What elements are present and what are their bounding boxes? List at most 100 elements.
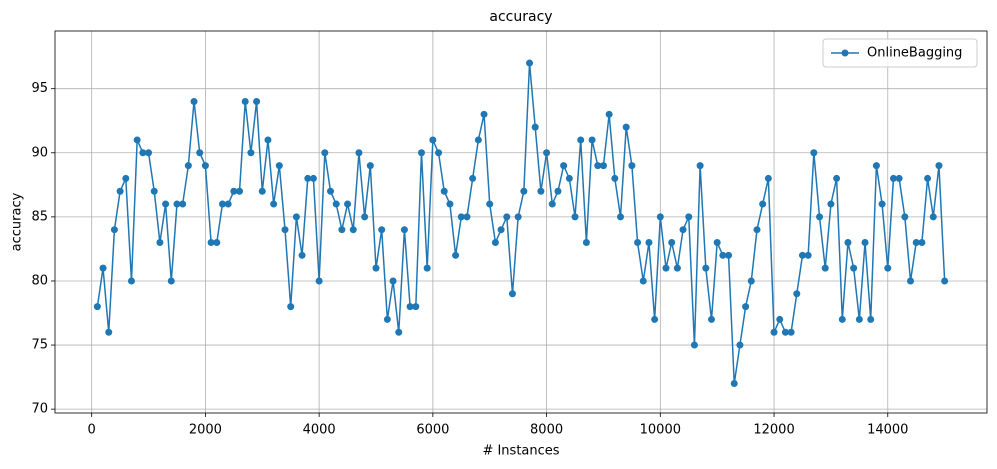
point: [304, 174, 312, 182]
point: [429, 136, 437, 144]
point: [725, 251, 733, 259]
point: [617, 213, 625, 221]
point: [366, 162, 374, 170]
point: [275, 162, 283, 170]
point: [292, 213, 300, 221]
point: [361, 213, 369, 221]
point: [713, 239, 721, 247]
point: [651, 315, 659, 323]
point: [821, 264, 829, 272]
point: [781, 328, 789, 336]
point: [759, 200, 767, 208]
point: [679, 226, 687, 234]
point: [315, 277, 323, 285]
point: [298, 251, 306, 259]
point: [941, 277, 949, 285]
point: [264, 136, 272, 144]
point: [833, 174, 841, 182]
point: [844, 239, 852, 247]
point: [537, 187, 545, 195]
point: [480, 110, 488, 118]
point: [742, 303, 750, 311]
point: [588, 136, 596, 144]
point: [218, 200, 226, 208]
point: [378, 226, 386, 234]
point: [417, 149, 425, 157]
point: [685, 213, 693, 221]
point: [173, 200, 181, 208]
point: [884, 264, 892, 272]
point: [355, 149, 363, 157]
y-tick-label: 90: [31, 145, 48, 160]
point: [338, 226, 346, 234]
point: [611, 174, 619, 182]
point: [673, 264, 681, 272]
point: [497, 226, 505, 234]
point: [804, 251, 812, 259]
point: [707, 315, 715, 323]
legend-marker: [841, 49, 849, 57]
point: [99, 264, 107, 272]
point: [526, 59, 534, 67]
point: [400, 226, 408, 234]
point: [520, 187, 528, 195]
point: [924, 174, 932, 182]
point: [548, 200, 556, 208]
point: [912, 239, 920, 247]
x-tick-label: 8000: [530, 423, 563, 438]
point: [127, 277, 135, 285]
point: [889, 174, 897, 182]
point: [855, 315, 863, 323]
point: [435, 149, 443, 157]
point: [321, 149, 329, 157]
point: [696, 162, 704, 170]
point: [901, 213, 909, 221]
point: [344, 200, 352, 208]
point: [383, 315, 391, 323]
point: [656, 213, 664, 221]
point: [156, 239, 164, 247]
x-tick-label: 12000: [753, 423, 794, 438]
point: [514, 213, 522, 221]
point: [332, 200, 340, 208]
point: [531, 123, 539, 131]
point: [503, 213, 511, 221]
point: [929, 213, 937, 221]
point: [287, 303, 295, 311]
point: [662, 264, 670, 272]
x-tick-label: 0: [88, 423, 96, 438]
x-tick-label: 4000: [303, 423, 336, 438]
point: [918, 239, 926, 247]
y-axis-label: accuracy: [10, 192, 25, 251]
point: [327, 187, 335, 195]
x-tick-label: 2000: [189, 423, 222, 438]
point: [406, 303, 414, 311]
point: [201, 162, 209, 170]
y-tick-label: 95: [31, 81, 48, 96]
point: [281, 226, 289, 234]
chart-title: accuracy: [489, 9, 552, 25]
point: [543, 149, 551, 157]
point: [872, 162, 880, 170]
point: [753, 226, 761, 234]
legend-label: OnlineBagging: [867, 46, 962, 61]
point: [730, 380, 738, 388]
point: [599, 162, 607, 170]
point: [474, 136, 482, 144]
point: [668, 239, 676, 247]
point: [838, 315, 846, 323]
point: [224, 200, 232, 208]
point: [179, 200, 187, 208]
point: [469, 174, 477, 182]
x-tick-label: 14000: [867, 423, 908, 438]
point: [446, 200, 454, 208]
point: [690, 341, 698, 349]
point: [349, 226, 357, 234]
point: [622, 123, 630, 131]
point: [145, 149, 153, 157]
point: [907, 277, 915, 285]
point: [582, 239, 590, 247]
point: [827, 200, 835, 208]
point: [645, 239, 653, 247]
